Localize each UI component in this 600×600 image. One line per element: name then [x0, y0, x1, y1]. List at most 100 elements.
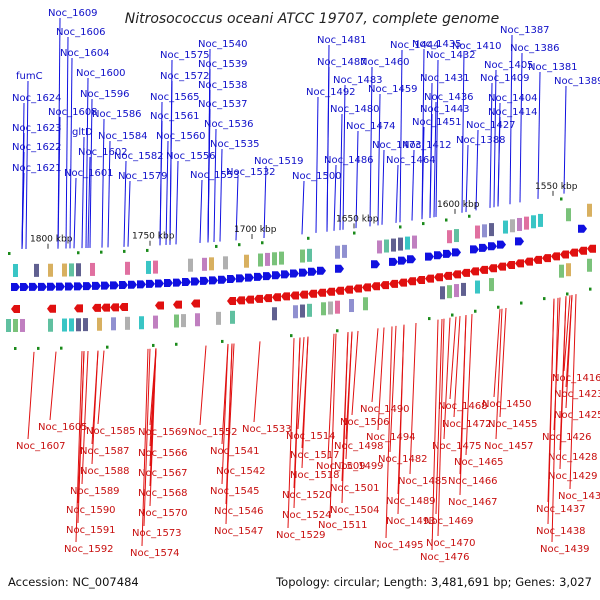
gene-label: Noc_1438 [536, 526, 586, 537]
cog-block-forward [125, 261, 130, 275]
forward-gene-arrow [281, 270, 290, 279]
gene-label: Noc_1621 [12, 163, 62, 174]
gene-label: Noc_1590 [66, 505, 116, 516]
label-connector [559, 296, 567, 470]
label-connector [381, 149, 385, 225]
cog-block-reverse [489, 278, 494, 292]
gene-label: Noc_1538 [198, 80, 248, 91]
forward-gene-arrow [83, 282, 92, 291]
label-connector [141, 348, 149, 547]
cog-block-reverse [475, 280, 480, 294]
reverse-gene-arrow [119, 303, 128, 312]
gene-label: Noc_1501 [330, 483, 380, 494]
label-connector [165, 140, 169, 245]
pseudogene-mark [353, 231, 356, 235]
forward-gene-arrow [290, 269, 299, 278]
gene-label: Noc_1489 [386, 496, 436, 507]
label-connector [297, 337, 305, 430]
cog-block-reverse [153, 315, 158, 329]
label-connector [57, 116, 61, 249]
cog-block-forward [391, 238, 396, 252]
gene-label: Noc_1556 [166, 151, 216, 162]
forward-gene-arrow [227, 275, 236, 284]
cog-block-reverse [293, 305, 298, 319]
label-connector [21, 172, 25, 249]
label-connector [213, 128, 217, 242]
gene-label: Noc_1575 [160, 50, 210, 61]
gene-label: Noc_1455 [488, 419, 538, 430]
label-connector [253, 341, 261, 423]
cog-block-reverse [62, 318, 67, 332]
forward-gene-arrow [200, 276, 209, 285]
gene-label: Noc_1472 [442, 419, 492, 430]
label-connectors [21, 17, 577, 551]
reverse-gene-arrow [479, 265, 488, 274]
gene-label: Noc_1435 [412, 39, 462, 50]
cog-block-reverse [111, 317, 116, 331]
reverse-gene-arrow [290, 291, 299, 300]
label-connector [453, 316, 461, 418]
gene-label: Noc_1443 [420, 104, 470, 115]
gene-label: Noc_1498 [334, 441, 384, 452]
forward-gene-arrow [146, 279, 155, 288]
label-connector [169, 80, 173, 245]
gene-label: Noc_1535 [210, 139, 260, 150]
pseudogene-mark [261, 241, 264, 245]
label-connector [551, 297, 559, 543]
reverse-gene-arrow [425, 274, 434, 283]
gene-label: Noc_1437 [536, 504, 586, 515]
label-connector [519, 52, 523, 203]
label-connector [315, 96, 319, 233]
gene-label: Noc_1592 [64, 544, 114, 555]
cog-block-forward [272, 252, 277, 266]
gene-label: Noc_1428 [548, 452, 598, 463]
forward-gene-arrow [29, 282, 38, 291]
gene-label: Noc_1573 [132, 528, 182, 539]
gene-label: Noc_1439 [540, 544, 590, 555]
gene-label: Noc_1381 [528, 62, 578, 73]
label-connector [333, 164, 337, 231]
label-connector [89, 98, 93, 248]
pseudogene-mark [451, 313, 454, 317]
pseudogene-mark [543, 297, 546, 301]
label-connector [69, 57, 73, 249]
gene-label: Noc_1451 [412, 117, 462, 128]
reverse-gene-arrow [506, 261, 515, 270]
cog-block-reverse [181, 314, 186, 328]
gene-label: Noc_1606 [56, 27, 106, 38]
pseudogene-mark [37, 346, 40, 350]
label-connector [25, 80, 29, 249]
reverse-gene-arrow [110, 303, 119, 312]
label-connector [301, 180, 305, 235]
label-connector [123, 160, 127, 247]
gene-label: Noc_1416 [552, 373, 600, 384]
label-connector [537, 71, 541, 199]
cog-block-forward [503, 220, 508, 234]
cog-block-forward [510, 219, 515, 233]
gene-label: Noc_1470 [426, 538, 476, 549]
label-connector [435, 59, 439, 217]
gene-label: Noc_1450 [482, 399, 532, 410]
cog-block-reverse [83, 318, 88, 332]
cog-block-forward [279, 251, 284, 265]
label-connector [345, 331, 353, 460]
gene-label: Noc_1547 [214, 526, 264, 537]
label-connector [429, 113, 433, 218]
gene-label: Noc_1591 [66, 525, 116, 536]
cog-block-reverse [174, 314, 179, 328]
forward-gene-arrow [137, 280, 146, 289]
label-connector [225, 343, 233, 525]
gene-label: Noc_1567 [138, 468, 188, 479]
label-connector [221, 343, 229, 485]
label-connector [433, 101, 437, 218]
label-connector [97, 350, 105, 425]
cog-block-forward [188, 258, 193, 272]
gene-label: fumC [16, 71, 43, 82]
gene-label: Noc_1404 [488, 93, 538, 104]
gene-label: Noc_1545 [210, 486, 260, 497]
label-connector [27, 351, 35, 440]
gene-label: Noc_1387 [500, 25, 550, 36]
label-connector [495, 308, 503, 440]
label-connector [493, 309, 501, 398]
cog-block-forward [335, 245, 340, 259]
